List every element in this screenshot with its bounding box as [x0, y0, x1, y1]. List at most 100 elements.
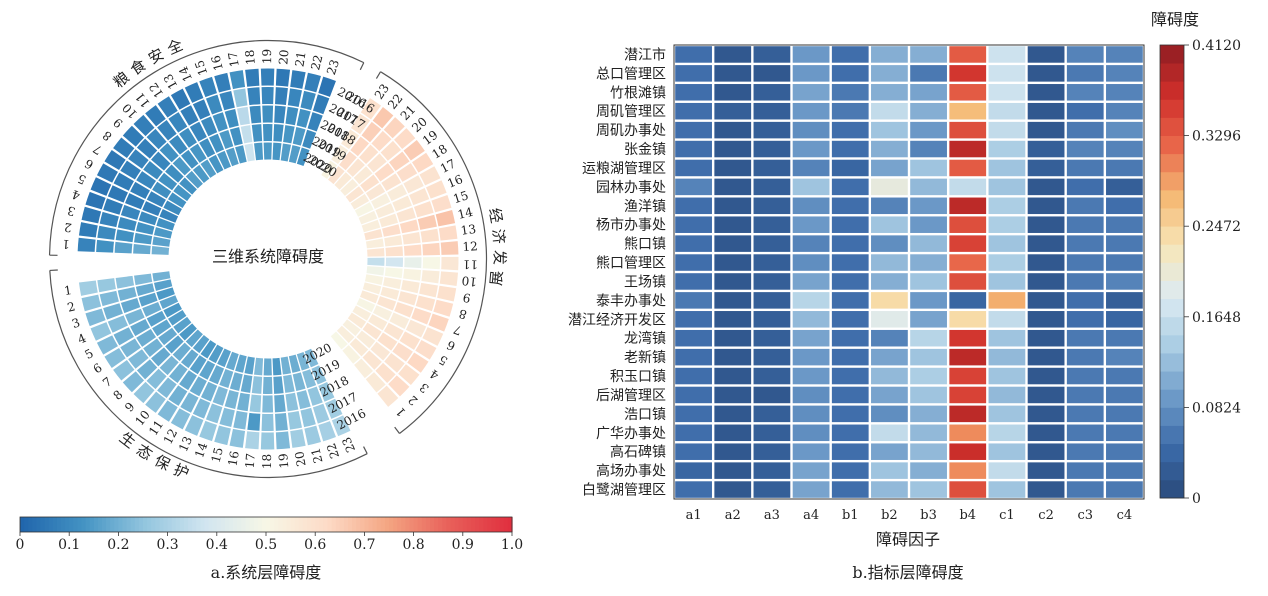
- ring-cell-2-1-15: [219, 407, 235, 428]
- ring-cell-1-4-8: [362, 282, 382, 295]
- ring-cell-0-0-19: [260, 68, 275, 86]
- segment-label-1-14: 14: [456, 205, 474, 222]
- left-colorbar-step: [450, 517, 456, 532]
- left-colorbar-step: [417, 517, 423, 532]
- ring-cell-0-1-21: [287, 88, 302, 108]
- heatmap-cell-6-a2: [714, 159, 752, 177]
- heatmap-cell-0-c2: [1027, 46, 1065, 63]
- row-label-1: 总口管理区: [596, 66, 666, 82]
- ring-cell-1-4-2: [336, 325, 355, 344]
- ring-cell-1-0-11: [441, 256, 459, 271]
- column-label-a4: a4: [803, 508, 819, 523]
- right-colorbar-step: [1160, 334, 1184, 354]
- left-colorbar-step: [466, 517, 472, 532]
- ring-cell-1-0-21: [383, 117, 405, 139]
- left-colorbar-step: [122, 517, 128, 532]
- ring-cell-2-2-9: [159, 355, 179, 376]
- segment-label-2-9: 9: [122, 399, 137, 414]
- ring-cell-2-3-16: [240, 374, 253, 393]
- heatmap-cell-10-c1: [988, 235, 1026, 252]
- heatmap-cell-12-b2: [871, 273, 908, 290]
- left-colorbar-step: [397, 517, 402, 532]
- heatmap-cell-23-c4: [1106, 481, 1143, 498]
- ring-cell-2-4-20: [280, 356, 292, 375]
- ring-cell-2-4-23: [304, 348, 319, 368]
- heatmap-cell-19-a1: [675, 405, 712, 423]
- ring-cell-1-1-3: [384, 353, 405, 373]
- heatmap-cell-6-b1: [831, 159, 869, 177]
- ring-cell-2-4-16: [244, 356, 255, 375]
- ring-cell-0-1-18: [247, 87, 261, 106]
- ring-cell-1-0-4: [407, 352, 429, 373]
- heatmap-cell-20-c1: [988, 424, 1026, 442]
- ring-cell-0-2-8: [143, 161, 163, 180]
- ring-cell-0-2-23: [307, 112, 323, 132]
- heatmap-cell-1-b3: [910, 65, 947, 82]
- heatmap-cell-15-c1: [988, 329, 1026, 347]
- left-colorbar-step: [167, 517, 173, 532]
- left-colorbar-step: [302, 517, 308, 532]
- heatmap-cell-4-a3: [753, 121, 791, 139]
- left-colorbar-step: [278, 517, 283, 532]
- left-colorbar-step: [179, 517, 185, 532]
- ring-cell-1-2-4: [377, 332, 398, 351]
- left-colorbar-tick-0.1: 0.1: [58, 537, 80, 553]
- ring-cell-1-3-3: [356, 330, 376, 349]
- ring-cell-0-0-21: [290, 70, 306, 89]
- ring-cell-2-3-7: [158, 327, 178, 346]
- left-colorbar-step: [307, 517, 312, 532]
- heatmap-cell-14-a3: [753, 311, 791, 328]
- left-colorbar-step: [393, 517, 398, 532]
- heatmap-cell-1-a4: [792, 65, 830, 82]
- ring-cell-1-0-8: [433, 299, 454, 317]
- heatmap-cell-2-b1: [831, 84, 869, 101]
- segment-label-2-14: 14: [192, 440, 210, 459]
- left-colorbar-step: [73, 517, 78, 532]
- ring-cell-2-2-13: [200, 381, 218, 402]
- ring-cell-2-4-10: [192, 335, 210, 354]
- ring-cell-1-0-15: [431, 194, 452, 213]
- row-label-7: 园林办事处: [596, 180, 666, 196]
- heatmap-cell-9-c4: [1106, 216, 1143, 233]
- ring-cell-1-0-19: [403, 140, 425, 161]
- left-colorbar-tick-0.7: 0.7: [353, 537, 375, 553]
- ring-cell-1-0-3: [398, 364, 420, 385]
- left-colorbar-step: [282, 517, 288, 532]
- heatmap-cell-21-b3: [910, 443, 947, 460]
- left-colorbar-step: [229, 517, 234, 532]
- heatmap-cell-6-c2: [1027, 159, 1065, 177]
- heatmap-cell-1-b2: [871, 65, 908, 82]
- heatmap-column-labels: a1 a2 a3 a4 b1 b2 b3 b4 c1 c2 c3 c4: [686, 508, 1133, 523]
- segment-label-2-20: 20: [292, 450, 308, 467]
- ring-cell-2-1-1: [97, 278, 116, 293]
- left-colorbar-step: [134, 517, 140, 532]
- heatmap-cell-7-a2: [714, 178, 752, 196]
- right-colorbar-step: [1160, 425, 1184, 445]
- row-label-2: 竹根滩镇: [610, 85, 666, 101]
- ring-cell-1-1-18: [396, 163, 418, 182]
- heatmap-cell-8-a1: [675, 197, 712, 215]
- heatmap-cell-2-b4: [949, 84, 987, 101]
- ring-cell-0-2-13: [189, 121, 207, 142]
- heatmap-cell-0-a2: [714, 46, 752, 63]
- ring-cell-1-1-15: [413, 201, 434, 218]
- left-colorbar-step: [192, 517, 197, 532]
- left-colorbar-step: [65, 517, 70, 532]
- ring-cell-1-4-12: [367, 248, 385, 257]
- heatmap-cell-4-a2: [714, 121, 752, 139]
- heatmap-cell-8-a3: [753, 197, 791, 215]
- row-label-12: 王场镇: [624, 274, 666, 290]
- left-caption: a.系统层障碍度: [211, 563, 322, 582]
- ring-cell-1-2-8: [398, 291, 418, 306]
- heatmap-cell-16-c1: [988, 348, 1026, 366]
- row-label-18: 后湖管理区: [596, 388, 666, 404]
- heatmap-cell-18-b4: [949, 386, 987, 404]
- heatmap-cell-5-b2: [871, 140, 908, 158]
- heatmap-cell-12-b4: [949, 273, 987, 290]
- ring-cell-1-1-1: [365, 372, 386, 393]
- segment-label-2-15: 15: [209, 446, 226, 464]
- right-colorbar-step: [1160, 189, 1184, 209]
- ring-cell-2-4-5: [163, 302, 182, 318]
- segment-label-0-22: 22: [308, 53, 325, 71]
- ring-cell-0-1-14: [192, 99, 211, 120]
